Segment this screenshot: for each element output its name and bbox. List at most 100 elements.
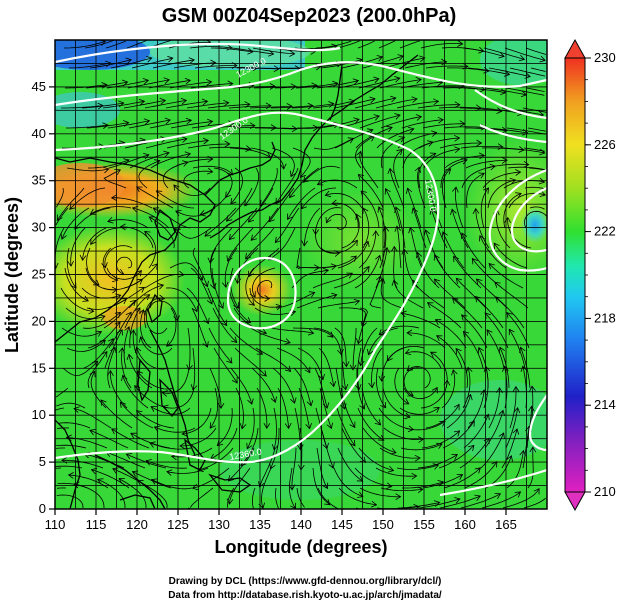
streamline (55, 187, 64, 208)
streamline-arrowhead (110, 346, 117, 354)
streamline (380, 116, 422, 129)
streamline-arrowhead (377, 434, 385, 441)
streamline (494, 281, 529, 309)
streamline-arrowhead (67, 260, 74, 267)
streamline-arrowhead (453, 430, 461, 437)
streamline (320, 239, 358, 254)
streamline (456, 278, 487, 309)
streamline-arrowhead (324, 190, 332, 198)
x-tick-label: 115 (86, 517, 107, 532)
streamline-arrowhead (455, 277, 463, 285)
streamline-arrowhead (394, 225, 402, 232)
streamline-arrowhead (287, 213, 293, 220)
streamline-arrowhead (476, 139, 483, 147)
streamline (399, 407, 440, 415)
streamline (294, 45, 337, 50)
streamline (316, 80, 359, 89)
streamline (394, 367, 409, 405)
streamline (123, 263, 158, 289)
streamline (336, 40, 360, 49)
streamline-arrowhead (151, 263, 158, 270)
streamline-arrowhead (394, 113, 401, 120)
streamline-arrowhead (520, 365, 528, 372)
streamline-arrowhead (356, 475, 364, 482)
streamline (192, 347, 196, 390)
streamline (66, 247, 77, 289)
streamline-arrowhead (324, 499, 331, 506)
streamline (337, 241, 369, 269)
streamline (245, 267, 255, 306)
streamline (421, 85, 464, 89)
streamline-arrowhead (73, 406, 80, 413)
streamline-arrowhead (102, 166, 110, 174)
streamline-arrowhead (131, 470, 139, 477)
streamline (496, 209, 511, 249)
streamline (68, 474, 109, 489)
y-tick-label: 5 (39, 454, 46, 469)
streamline (97, 479, 126, 508)
streamline-arrowhead (354, 384, 362, 391)
streamline-arrowhead (367, 348, 374, 356)
streamline-arrowhead (454, 497, 461, 504)
streamline (296, 294, 337, 309)
x-tick-label: 145 (331, 517, 353, 532)
streamline-arrowhead (513, 407, 521, 414)
streamline (378, 40, 396, 49)
streamline (165, 100, 208, 109)
streamline (229, 147, 271, 158)
streamline-arrowhead (311, 82, 318, 90)
streamline-arrowhead (184, 151, 192, 158)
streamline-arrowhead (146, 56, 153, 63)
streamline (274, 84, 317, 89)
streamline (152, 59, 195, 69)
streamline-arrowhead (181, 430, 188, 437)
streamline (273, 407, 277, 450)
streamline (397, 502, 440, 509)
streamline-arrowhead (117, 268, 125, 275)
streamline (466, 172, 485, 209)
streamline (210, 247, 217, 289)
streamline (87, 351, 108, 389)
streamline-arrowhead (483, 413, 490, 421)
streamline (502, 488, 540, 509)
streamline-arrowhead (402, 398, 410, 405)
streamline-arrowhead (204, 230, 211, 237)
streamline-arrowhead (188, 57, 195, 64)
streamline (341, 214, 360, 249)
streamline-arrowhead (457, 40, 464, 47)
streamline-arrowhead (360, 190, 367, 197)
streamline-arrowhead (144, 230, 151, 237)
streamline (417, 104, 460, 109)
streamline-arrowhead (137, 480, 144, 486)
streamline-arrowhead (512, 428, 520, 435)
streamline (314, 367, 328, 409)
streamline-arrowhead (197, 274, 204, 281)
streamline-arrowhead (74, 223, 81, 230)
streamline (132, 207, 170, 229)
streamline-arrowhead (269, 83, 276, 90)
streamline (111, 428, 150, 449)
colorbar-tick-label: 210 (594, 484, 616, 499)
streamline-arrowhead (190, 384, 198, 391)
streamline-arrowhead (415, 76, 422, 84)
streamline (136, 186, 174, 209)
streamline (259, 447, 276, 488)
streamline (208, 146, 251, 150)
streamline-arrowhead (373, 76, 380, 84)
streamline-arrowhead (286, 103, 293, 110)
streamline (83, 338, 114, 369)
light-green-mid (300, 190, 420, 290)
streamline-arrowhead (348, 98, 356, 106)
streamline (271, 327, 314, 334)
streamline-arrowhead (300, 171, 307, 178)
streamline (104, 245, 133, 268)
streamline (295, 82, 338, 89)
streamline (527, 447, 534, 489)
streamline (383, 427, 424, 440)
streamline (230, 167, 244, 205)
streamline-arrowhead (434, 319, 442, 326)
streamline-arrowhead (475, 278, 483, 285)
streamline-arrowhead (175, 210, 182, 217)
streamline-arrowhead (153, 159, 161, 166)
streamline (131, 57, 173, 69)
